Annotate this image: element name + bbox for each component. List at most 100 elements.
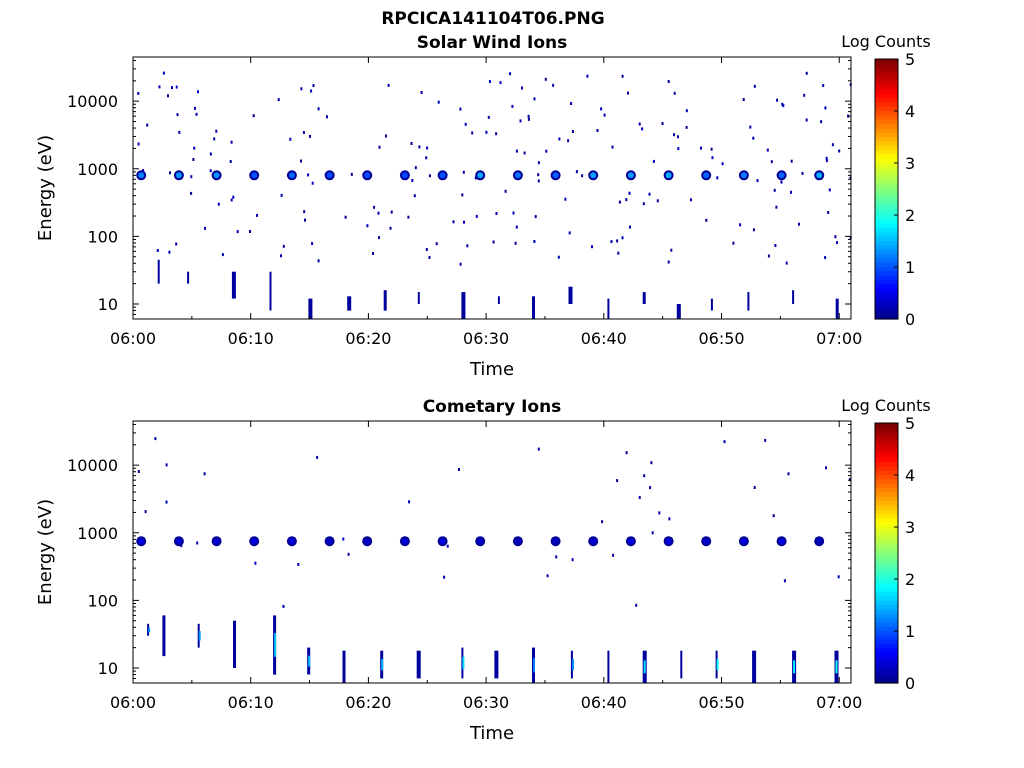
colorbar-tick-label: 2 bbox=[905, 570, 915, 589]
heatmap-cell bbox=[428, 256, 431, 259]
heatmap-cell bbox=[773, 188, 776, 192]
colorbar-segment bbox=[875, 102, 898, 108]
heatmap-cell bbox=[805, 71, 808, 75]
colorbar-segment bbox=[875, 661, 898, 667]
heatmap-cell bbox=[515, 225, 518, 229]
heatmap-cell bbox=[312, 84, 315, 88]
heatmap-cell bbox=[378, 236, 380, 240]
heatmap-cell bbox=[162, 71, 165, 75]
colorbar-segment bbox=[875, 288, 898, 294]
heatmap-cell bbox=[425, 156, 428, 160]
heatmap-cell bbox=[635, 603, 638, 607]
heatmap-cell bbox=[168, 250, 171, 254]
heatmap-cell bbox=[190, 191, 193, 195]
heatmap-cell bbox=[581, 174, 584, 178]
heatmap-cell bbox=[555, 555, 558, 559]
heatmap-cell bbox=[670, 248, 673, 252]
heatmap-cell bbox=[428, 174, 431, 178]
heatmap-cell bbox=[420, 91, 423, 94]
heatmap-cell bbox=[190, 175, 193, 179]
heatmap-cell bbox=[824, 106, 827, 110]
colorbar-segment bbox=[875, 470, 898, 476]
burst-core bbox=[308, 655, 311, 667]
colorbar-segment bbox=[875, 609, 898, 615]
colorbar-segment bbox=[875, 440, 898, 446]
x-tick-label: 06:50 bbox=[698, 693, 744, 712]
heatmap-cell bbox=[732, 241, 735, 245]
colorbar-segment bbox=[875, 579, 898, 584]
heatmap-cell bbox=[452, 220, 455, 224]
colorbar-segment bbox=[875, 124, 898, 129]
colorbar-tick-label: 2 bbox=[905, 206, 915, 225]
burst-column bbox=[676, 304, 681, 319]
heatmap-cell bbox=[377, 211, 380, 215]
heatmap-cell bbox=[509, 72, 512, 76]
band-core bbox=[514, 538, 521, 545]
colorbar-segment bbox=[875, 245, 898, 251]
band-core bbox=[590, 538, 597, 545]
heatmap-cell bbox=[408, 500, 410, 504]
burst-column bbox=[680, 650, 683, 679]
colorbar-segment bbox=[875, 80, 898, 86]
heatmap-cell bbox=[411, 179, 414, 182]
colorbar-segment bbox=[875, 215, 898, 220]
axis-ticks: 06:00 06:10 06:20 06:30 06:40 06:50 07:00 10 100… bbox=[67, 57, 862, 348]
band-core bbox=[514, 172, 521, 179]
heatmap-cell bbox=[249, 230, 251, 233]
band-core bbox=[213, 538, 220, 545]
band-core bbox=[213, 172, 220, 179]
heatmap-cell bbox=[828, 188, 831, 192]
colorbar-segment bbox=[875, 423, 898, 428]
heatmap-cell bbox=[310, 89, 313, 93]
heatmap-cell bbox=[776, 98, 779, 102]
heatmap-cell bbox=[230, 140, 233, 144]
colorbar-segment bbox=[875, 592, 898, 597]
heatmap-cell bbox=[783, 579, 786, 583]
burst-column bbox=[607, 650, 610, 683]
colorbar-segment bbox=[875, 297, 898, 303]
heatmap-cell bbox=[617, 251, 620, 255]
colorbar-segment bbox=[875, 622, 898, 628]
heatmap-cell bbox=[716, 176, 719, 180]
colorbar-segment bbox=[875, 314, 898, 320]
heatmap-cell bbox=[446, 544, 449, 548]
heatmap-cell bbox=[474, 176, 477, 180]
colorbar-segment bbox=[875, 306, 898, 311]
burst-column bbox=[497, 296, 500, 304]
heatmap-cell bbox=[311, 242, 314, 245]
burst-column bbox=[792, 290, 795, 304]
heatmap-cell bbox=[485, 130, 488, 134]
heatmap-cell bbox=[537, 179, 540, 183]
heatmap-cell bbox=[418, 145, 421, 149]
y-tick-label: 10000 bbox=[67, 456, 118, 475]
heatmap-cell bbox=[667, 260, 670, 264]
colorbar-segment bbox=[875, 553, 898, 558]
band-core bbox=[401, 538, 408, 545]
colorbar-segment bbox=[875, 119, 898, 125]
heatmap-cell bbox=[495, 132, 498, 136]
colorbar-frame bbox=[874, 58, 899, 320]
burst-column bbox=[308, 298, 313, 319]
band-core bbox=[364, 172, 371, 179]
colorbar-segment bbox=[875, 466, 898, 472]
burst-column bbox=[494, 650, 499, 679]
axis-ticks: 06:00 06:10 06:20 06:30 06:40 06:50 07:00 10 100… bbox=[67, 421, 862, 712]
heatmap-cell bbox=[515, 149, 518, 153]
colorbar-segment bbox=[875, 674, 898, 680]
band-core bbox=[288, 172, 295, 179]
colorbar-segment bbox=[875, 189, 898, 194]
colorbar-segment bbox=[875, 570, 898, 576]
heatmap-cell bbox=[781, 102, 784, 106]
colorbar-segment bbox=[875, 501, 898, 506]
heatmap-cell bbox=[711, 156, 714, 160]
colorbar-tick-label: 3 bbox=[905, 154, 915, 173]
colorbar-segment bbox=[875, 444, 898, 450]
heatmap-cell bbox=[462, 170, 465, 174]
colorbar-segment bbox=[875, 98, 898, 103]
colorbar-segment bbox=[875, 475, 898, 480]
x-tick-label: 06:30 bbox=[463, 693, 509, 712]
heatmap-cell bbox=[277, 98, 280, 102]
heatmap-cell bbox=[459, 262, 462, 266]
heatmap-cell bbox=[742, 98, 745, 101]
colorbar-segment bbox=[875, 163, 898, 168]
